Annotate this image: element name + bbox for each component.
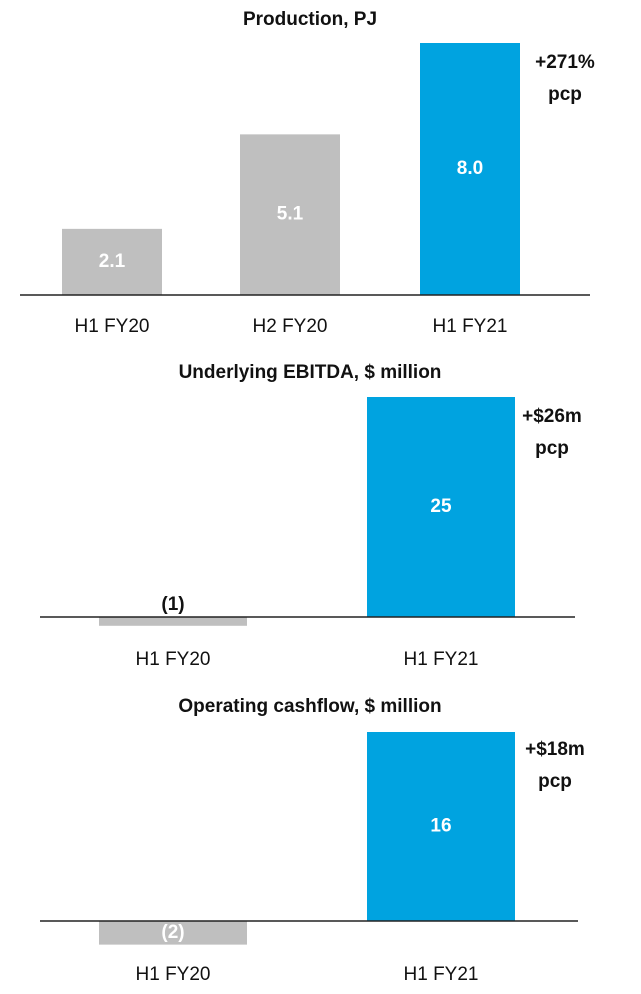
value-label: (2) xyxy=(161,922,184,943)
bar xyxy=(420,43,520,295)
chart-title: Production, PJ xyxy=(243,9,377,30)
value-label: 2.1 xyxy=(99,251,126,272)
chart-title: Operating cashflow, $ million xyxy=(178,696,441,717)
category-label: H1 FY20 xyxy=(75,316,150,337)
value-label: 25 xyxy=(430,496,452,517)
category-label: H1 FY21 xyxy=(404,964,479,985)
annotation: pcp xyxy=(538,771,572,792)
annotation: +271% xyxy=(535,52,595,73)
category-label: H1 FY20 xyxy=(136,649,211,670)
value-label: 5.1 xyxy=(277,204,304,225)
bar xyxy=(367,397,515,617)
annotation: +$26m xyxy=(522,406,582,427)
annotation: pcp xyxy=(548,84,582,105)
bar xyxy=(99,921,247,945)
category-label: H1 FY20 xyxy=(136,964,211,985)
value-label: (1) xyxy=(161,594,184,615)
bar xyxy=(99,617,247,626)
bar xyxy=(367,732,515,921)
bar xyxy=(240,134,340,295)
annotation: +$18m xyxy=(525,739,585,760)
value-label: 8.0 xyxy=(457,158,483,179)
category-label: H1 FY21 xyxy=(404,649,479,670)
category-label: H1 FY21 xyxy=(433,316,508,337)
value-label: 16 xyxy=(430,816,451,837)
chart-title: Underlying EBITDA, $ million xyxy=(179,362,442,383)
category-label: H2 FY20 xyxy=(253,316,328,337)
bar xyxy=(62,228,162,295)
annotation: pcp xyxy=(535,438,569,459)
